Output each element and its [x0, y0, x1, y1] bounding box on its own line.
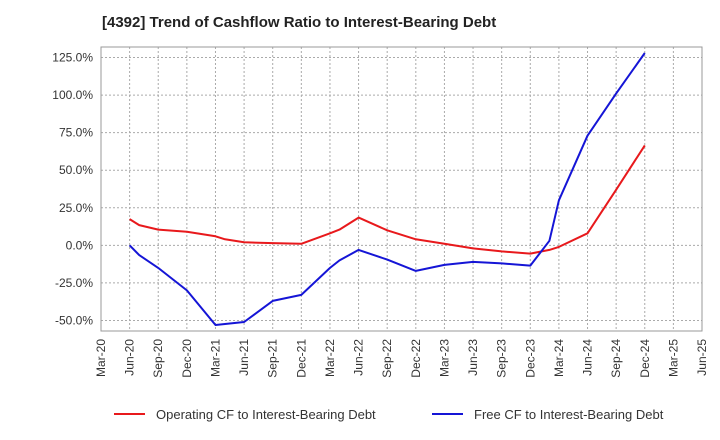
x-tick-label: Jun-25	[695, 339, 709, 376]
y-tick-label: -25.0%	[55, 276, 93, 290]
x-tick-label: Sep-21	[266, 339, 280, 378]
x-tick-label: Mar-23	[437, 339, 451, 377]
x-tick-label: Dec-20	[180, 339, 194, 378]
x-tick-label: Dec-23	[523, 339, 537, 378]
x-axis: Mar-20 Jun-20 Sep-20 Dec-20 Mar-21 Jun-21 Sep-…	[94, 339, 709, 378]
x-tick-label: Sep-23	[495, 339, 509, 378]
x-tick-label: Mar-24	[552, 339, 566, 377]
legend-label-2: Free CF to Interest-Bearing Debt	[474, 407, 664, 422]
legend-label-1: Operating CF to Interest-Bearing Debt	[156, 407, 376, 422]
y-axis: 125.0% 100.0% 75.0% 50.0% 25.0% 0.0% -25.0% -50…	[52, 51, 93, 328]
y-tick-label: 25.0%	[59, 201, 93, 215]
x-tick-label: Jun-24	[581, 339, 595, 376]
y-tick-label: 125.0%	[52, 51, 93, 65]
series-line-1	[129, 144, 646, 255]
x-tick-label: Jun-22	[352, 339, 366, 376]
x-tick-label: Mar-22	[323, 339, 337, 377]
grid-lines	[100, 47, 703, 331]
plot-frame	[100, 46, 703, 332]
series-lines	[128, 52, 646, 326]
series-line-2	[128, 52, 646, 326]
x-tick-label: Sep-24	[609, 339, 623, 378]
chart-title: [4392] Trend of Cashflow Ratio to Intere…	[102, 14, 497, 31]
y-tick-label: 50.0%	[59, 163, 93, 177]
x-tick-label: Sep-20	[151, 339, 165, 378]
x-tick-label: Dec-21	[294, 339, 308, 378]
x-tick-label: Mar-21	[208, 339, 222, 377]
x-tick-label: Jun-23	[466, 339, 480, 376]
x-tick-label: Dec-22	[409, 339, 423, 378]
y-tick-label: 0.0%	[66, 238, 94, 252]
x-tick-label: Mar-25	[666, 339, 680, 377]
x-tick-label: Mar-20	[94, 339, 108, 377]
y-tick-label: 100.0%	[52, 88, 93, 102]
x-tick-label: Dec-24	[638, 339, 652, 378]
x-tick-label: Jun-21	[237, 339, 251, 376]
y-tick-label: 75.0%	[59, 126, 93, 140]
x-tick-label: Jun-20	[123, 339, 137, 376]
legend: Operating CF to Interest-Bearing Debt Fre…	[114, 407, 664, 422]
x-tick-label: Sep-22	[380, 339, 394, 378]
y-tick-label: -50.0%	[55, 313, 93, 327]
